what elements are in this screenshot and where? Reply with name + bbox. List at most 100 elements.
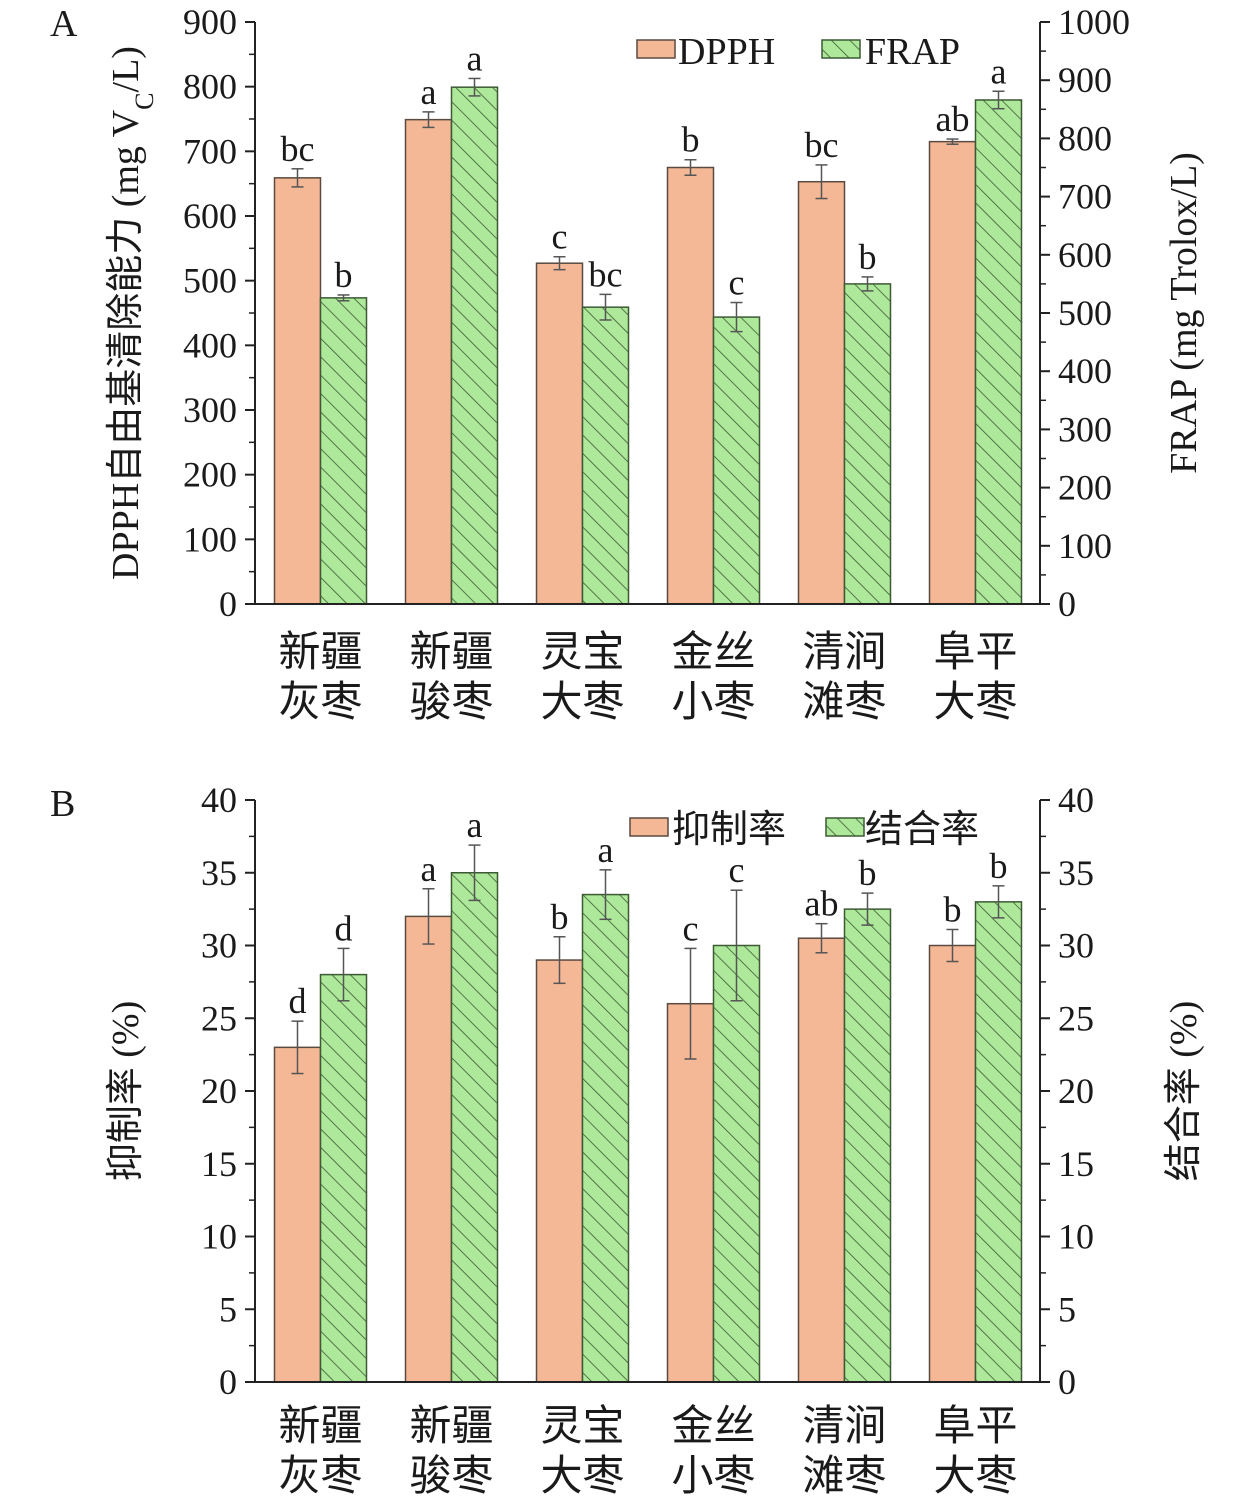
y-tick-label-right-0: 0 xyxy=(1058,584,1076,624)
significance-label-0-3: b xyxy=(682,120,700,160)
bar-series1-3 xyxy=(666,166,715,605)
significance-label-1-2: bc xyxy=(589,254,623,294)
category-label-line2-2: 大枣 xyxy=(540,1454,624,1500)
significance-label-1-1: a xyxy=(467,38,483,78)
significance-label-0-4: ab xyxy=(805,884,839,924)
category-label-line1-5: 阜平 xyxy=(933,630,1017,676)
y-tick-label-left-7: 700 xyxy=(183,131,237,171)
y-tick-label-left-2: 10 xyxy=(201,1217,237,1257)
y-tick-label-left-1: 5 xyxy=(219,1289,237,1329)
category-label-line2-4: 滩枣 xyxy=(802,1454,886,1500)
category-label-line1-3: 金丝 xyxy=(671,629,755,676)
bar-series2-0 xyxy=(319,973,368,1383)
y-axis-title-right: 结合率 (%) xyxy=(1163,1001,1205,1181)
category-label-line1-4: 清涧 xyxy=(802,630,886,676)
category-label-line2-5: 大枣 xyxy=(933,1454,1017,1500)
y-tick-label-left-9: 900 xyxy=(183,2,237,42)
significance-label-1-1: a xyxy=(467,805,483,845)
y-tick-label-left-4: 400 xyxy=(183,325,237,365)
significance-label-0-2: c xyxy=(552,217,568,257)
y-tick-label-right-8: 40 xyxy=(1058,780,1094,820)
significance-label-0-4: bc xyxy=(805,125,839,165)
panel-a-label: A xyxy=(50,3,78,45)
y-tick-label-right-4: 400 xyxy=(1058,351,1112,391)
legend-swatch-0 xyxy=(636,39,676,59)
significance-label-1-3: c xyxy=(729,263,745,303)
panel-b-label: B xyxy=(50,783,75,825)
y-tick-label-right-5: 25 xyxy=(1058,998,1094,1038)
bar-series1-3 xyxy=(666,1002,715,1383)
legend-swatch-0 xyxy=(629,817,669,837)
significance-label-0-1: a xyxy=(421,72,437,112)
legend-label-0: DPPH xyxy=(678,31,775,73)
y-tick-label-right-3: 15 xyxy=(1058,1144,1094,1184)
y-tick-label-right-1: 100 xyxy=(1058,526,1112,566)
y-tick-label-left-4: 20 xyxy=(201,1071,237,1111)
y-tick-label-left-0: 0 xyxy=(219,1362,237,1402)
bar-series1-0 xyxy=(273,1046,322,1383)
y-tick-label-right-6: 600 xyxy=(1058,235,1112,275)
bar-series2-5 xyxy=(974,901,1023,1383)
y-tick-label-right-0: 0 xyxy=(1058,1362,1076,1402)
category-label-line1-1: 新疆 xyxy=(409,630,493,676)
significance-label-1-4: b xyxy=(859,853,877,893)
y-axis-title-left: DPPH自由基清除能力 (mg VC/L) xyxy=(105,46,159,580)
legend-label-1: FRAP xyxy=(865,31,960,73)
legend: 抑制率 结合率 xyxy=(629,809,979,851)
significance-label-1-0: d xyxy=(335,908,353,948)
panel-b-chart: dd新疆灰枣aa新疆骏枣ba灵宝大枣cc金丝小枣abb清涧滩枣bb阜平大枣051… xyxy=(105,780,1205,1500)
bar-series1-5 xyxy=(928,944,977,1383)
significance-label-0-5: ab xyxy=(936,99,970,139)
significance-label-1-3: c xyxy=(729,850,745,890)
category-label-line2-0: 灰枣 xyxy=(278,680,362,726)
bar-series1-4 xyxy=(797,937,846,1383)
y-tick-label-left-6: 600 xyxy=(183,196,237,236)
significance-label-0-0: d xyxy=(289,981,307,1021)
significance-label-1-5: a xyxy=(991,51,1007,91)
category-label-line1-0: 新疆 xyxy=(278,1404,362,1450)
y-tick-label-right-5: 500 xyxy=(1058,293,1112,333)
category-label-line2-5: 大枣 xyxy=(933,680,1017,726)
y-tick-label-right-3: 300 xyxy=(1058,409,1112,449)
category-label-line1-5: 阜平 xyxy=(933,1404,1017,1450)
bar-series1-2 xyxy=(535,262,584,605)
y-tick-label-left-2: 200 xyxy=(183,455,237,495)
y-tick-label-right-6: 30 xyxy=(1058,926,1094,966)
bar-series1-0 xyxy=(273,177,322,605)
y-axis-title-right: FRAP (mg Trolox/L) xyxy=(1163,152,1205,474)
y-tick-label-right-2: 200 xyxy=(1058,468,1112,508)
bar-series2-0 xyxy=(319,297,368,605)
category-label-line2-4: 滩枣 xyxy=(802,680,886,726)
category-label-line1-2: 灵宝 xyxy=(540,1403,624,1450)
y-tick-label-left-0: 0 xyxy=(219,584,237,624)
y-tick-label-left-7: 35 xyxy=(201,853,237,893)
y-tick-label-left-6: 30 xyxy=(201,926,237,966)
bar-series2-2 xyxy=(581,893,630,1383)
y-tick-label-left-8: 800 xyxy=(183,67,237,107)
category-label-line1-2: 灵宝 xyxy=(540,629,624,676)
category-label-line2-2: 大枣 xyxy=(540,680,624,726)
bar-series1-5 xyxy=(928,140,977,605)
significance-label-0-1: a xyxy=(421,849,437,889)
bar-series2-5 xyxy=(974,99,1023,605)
category-label-line2-3: 小枣 xyxy=(671,1454,755,1500)
significance-label-1-2: a xyxy=(598,830,614,870)
bar-series1-4 xyxy=(797,180,846,605)
y-tick-label-right-10: 1000 xyxy=(1058,2,1130,42)
y-axis-title-left-main: DPPH自由基清除能力 (mg V xyxy=(105,109,147,580)
bar-series2-3 xyxy=(712,316,761,605)
significance-label-1-0: b xyxy=(335,255,353,295)
y-tick-label-right-8: 800 xyxy=(1058,118,1112,158)
y-axis-title-left-main: 抑制率 (%) xyxy=(105,1001,147,1181)
y-tick-label-left-5: 500 xyxy=(183,261,237,301)
y-tick-label-left-3: 300 xyxy=(183,390,237,430)
y-axis-title-left-tail: /L) xyxy=(105,46,147,92)
bar-series2-2 xyxy=(581,306,630,605)
significance-label-0-0: bc xyxy=(281,129,315,169)
category-label-line1-0: 新疆 xyxy=(278,630,362,676)
y-tick-label-right-7: 700 xyxy=(1058,177,1112,217)
legend-label-0: 抑制率 xyxy=(672,809,786,851)
y-axis-title-left: 抑制率 (%) xyxy=(105,1001,147,1181)
